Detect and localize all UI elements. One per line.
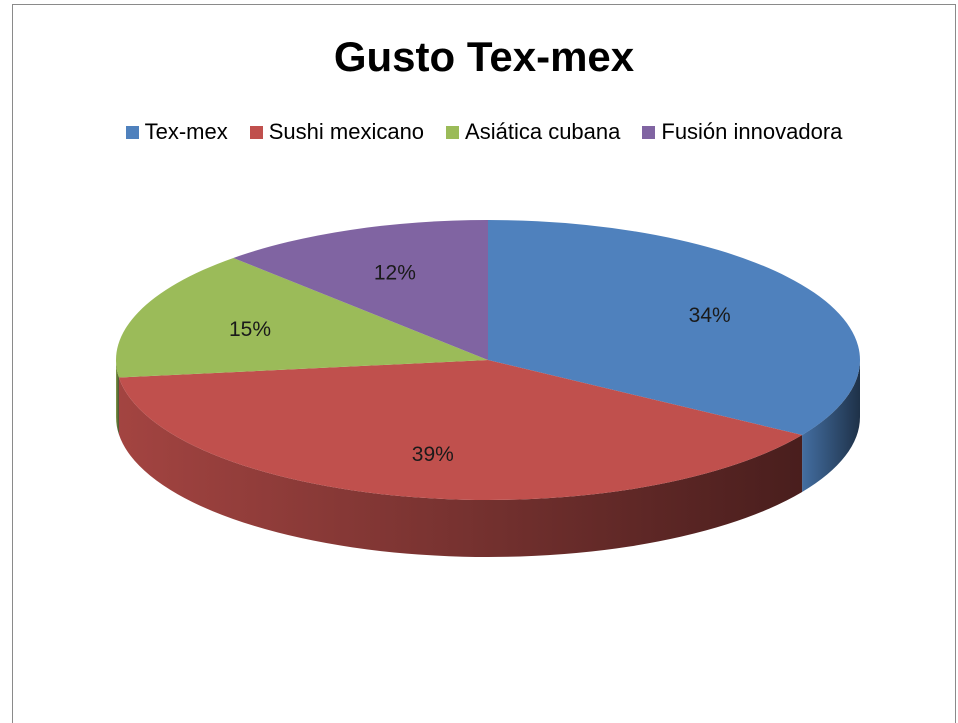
pie-side-tex-mex bbox=[802, 360, 860, 493]
legend-item-tex-mex: Tex-mex bbox=[125, 119, 228, 145]
legend-item-asiatica-cubana: Asiática cubana bbox=[446, 119, 620, 145]
legend-swatch bbox=[125, 125, 139, 139]
pie-side-asiatica-cubana bbox=[116, 360, 119, 435]
legend-item-sushi-mexicano: Sushi mexicano bbox=[249, 119, 425, 145]
data-label-asiatica-cubana: 15% bbox=[229, 318, 271, 341]
legend-item-fusion-innovadora: Fusión innovadora bbox=[642, 119, 842, 145]
legend-swatch bbox=[642, 125, 656, 139]
legend-label: Fusión innovadora bbox=[661, 119, 843, 144]
pie-side-sushi-mexicano bbox=[118, 377, 803, 557]
pie-sides bbox=[116, 360, 860, 557]
legend: Tex-mex Sushi mexicano Asiática cubana Fusi… bbox=[13, 117, 955, 147]
pie-labels: 34% 39% 15% 12% bbox=[229, 261, 731, 465]
pie-slices bbox=[115, 220, 860, 500]
pie-slice-tex-mex bbox=[488, 220, 860, 436]
legend-label: Tex-mex bbox=[144, 119, 228, 144]
data-label-tex-mex: 34% bbox=[689, 304, 731, 327]
pie-slice-asiatica-cubana bbox=[115, 257, 488, 378]
pie-slice-sushi-mexicano bbox=[118, 360, 803, 500]
legend-swatch bbox=[249, 125, 263, 139]
legend-swatch bbox=[446, 125, 460, 139]
data-label-fusion-innovadora: 12% bbox=[374, 261, 416, 284]
data-label-sushi-mexicano: 39% bbox=[412, 443, 454, 466]
legend-label: Sushi mexicano bbox=[268, 119, 425, 144]
legend-label: Asiática cubana bbox=[465, 119, 621, 144]
chart-title: Gusto Tex-mex bbox=[333, 33, 635, 80]
pie-slice-fusion-innovadora bbox=[233, 220, 488, 360]
